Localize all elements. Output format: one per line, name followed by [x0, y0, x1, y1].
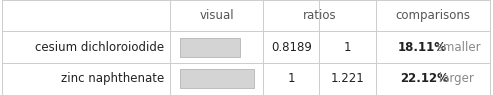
Text: 1.221: 1.221 [330, 72, 364, 85]
Text: cesium dichloroiodide: cesium dichloroiodide [35, 41, 165, 53]
Text: comparisons: comparisons [395, 9, 470, 22]
Text: 22.12%: 22.12% [400, 72, 449, 85]
FancyBboxPatch shape [179, 38, 241, 57]
Text: visual: visual [200, 9, 234, 22]
FancyBboxPatch shape [179, 69, 254, 88]
Text: 1: 1 [287, 72, 295, 85]
Text: 18.11%: 18.11% [398, 41, 447, 53]
Text: 0.8189: 0.8189 [271, 41, 312, 53]
Text: larger: larger [435, 72, 474, 85]
Text: 1: 1 [344, 41, 351, 53]
Text: smaller: smaller [433, 41, 481, 53]
Text: ratios: ratios [303, 9, 336, 22]
Text: zinc naphthenate: zinc naphthenate [61, 72, 165, 85]
